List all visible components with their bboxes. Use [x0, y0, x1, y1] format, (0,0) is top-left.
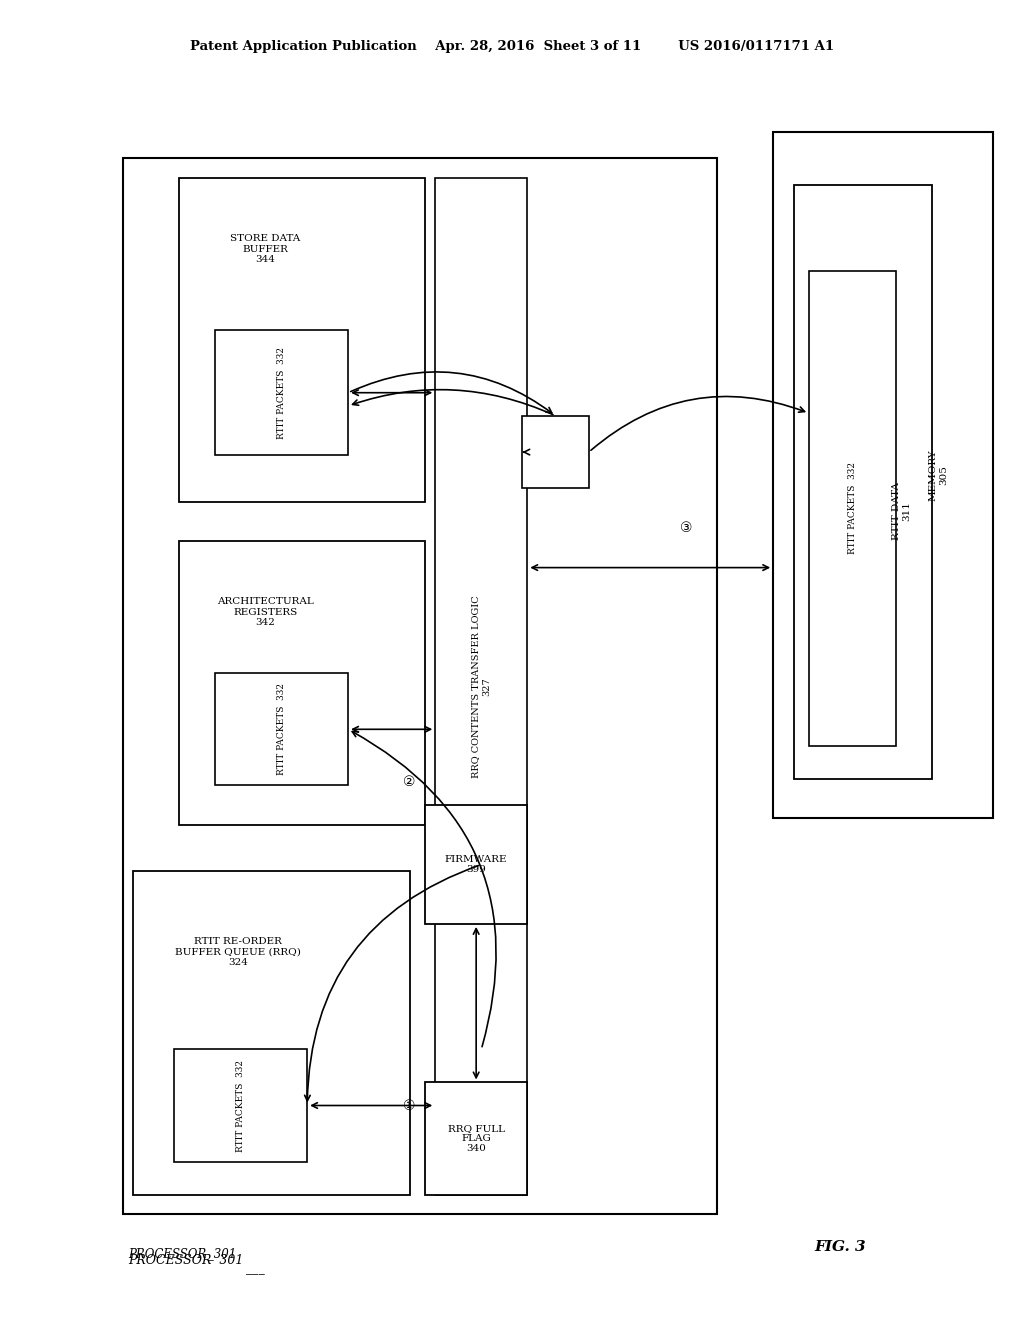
Bar — [435, 178, 527, 1195]
Bar — [174, 1049, 307, 1162]
Text: RTIT RE-ORDER
BUFFER QUEUE (RRQ)
324: RTIT RE-ORDER BUFFER QUEUE (RRQ) 324 — [175, 937, 301, 968]
Bar — [133, 871, 410, 1195]
Bar — [215, 673, 348, 785]
Text: ___: ___ — [246, 1262, 264, 1275]
Text: MEMORY
305: MEMORY 305 — [929, 449, 948, 502]
Bar — [794, 185, 932, 779]
Bar — [773, 132, 993, 818]
Text: RTIT PACKETS  332: RTIT PACKETS 332 — [278, 684, 286, 775]
Text: FIRMWARE
399: FIRMWARE 399 — [444, 855, 508, 874]
Bar — [809, 271, 896, 746]
Bar — [123, 158, 717, 1214]
Bar — [425, 805, 527, 924]
Text: RTIT DATA
311: RTIT DATA 311 — [892, 483, 911, 540]
Text: RTIT PACKETS  332: RTIT PACKETS 332 — [848, 462, 857, 554]
Text: ①: ① — [403, 1098, 416, 1113]
Text: PROCESSOR  301: PROCESSOR 301 — [128, 1254, 244, 1267]
Text: RTIT PACKETS  332: RTIT PACKETS 332 — [278, 347, 286, 438]
Bar — [179, 178, 425, 502]
Text: Patent Application Publication    Apr. 28, 2016  Sheet 3 of 11        US 2016/01: Patent Application Publication Apr. 28, … — [189, 40, 835, 53]
Text: ③: ③ — [680, 521, 692, 535]
Text: RTIT PACKETS  332: RTIT PACKETS 332 — [237, 1060, 245, 1151]
Text: RRQ CONTENTS TRANSFER LOGIC
327: RRQ CONTENTS TRANSFER LOGIC 327 — [472, 595, 490, 777]
Text: PROCESSOR  ̲301: PROCESSOR ̲301 — [128, 1247, 237, 1261]
Text: RRQ FULL
FLAG
340: RRQ FULL FLAG 340 — [447, 1123, 505, 1154]
Bar — [215, 330, 348, 455]
Bar — [425, 1082, 527, 1195]
Text: FIG. 3: FIG. 3 — [814, 1241, 865, 1254]
Bar — [522, 416, 589, 488]
Text: ②: ② — [403, 775, 416, 789]
Text: ARCHITECTURAL
REGISTERS
342: ARCHITECTURAL REGISTERS 342 — [217, 597, 313, 627]
Text: STORE DATA
BUFFER
344: STORE DATA BUFFER 344 — [230, 235, 300, 264]
Bar — [179, 541, 425, 825]
